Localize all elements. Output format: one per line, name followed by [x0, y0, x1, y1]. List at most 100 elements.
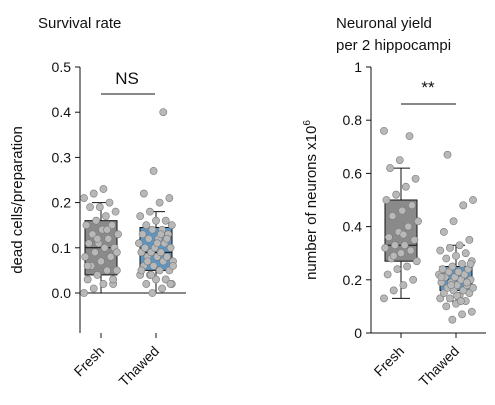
data-point	[86, 203, 94, 212]
y-tick-label: 0.6	[343, 165, 363, 181]
y-tick-label: 0	[354, 325, 362, 341]
chart-title-line-2: per 2 hippocampi	[336, 37, 451, 54]
data-point	[442, 254, 451, 263]
data-point	[143, 257, 152, 266]
data-point	[149, 261, 158, 270]
data-point	[165, 194, 174, 202]
data-point	[152, 216, 160, 225]
data-point	[84, 239, 93, 248]
significance-label: **	[421, 78, 435, 97]
data-point	[459, 286, 468, 295]
data-point	[81, 252, 90, 261]
data-point	[166, 243, 175, 252]
chart-title-line-1: Neuronal yield	[336, 15, 432, 32]
data-point	[142, 221, 151, 230]
data-point	[155, 198, 164, 207]
data-point	[142, 280, 151, 288]
data-point	[404, 222, 413, 231]
data-point	[101, 212, 110, 221]
data-point	[108, 221, 116, 230]
y-tick-label: 0.5	[52, 59, 72, 75]
data-point	[461, 249, 470, 258]
data-point	[156, 230, 165, 239]
data-point	[92, 216, 101, 225]
data-point	[449, 217, 458, 226]
data-point	[405, 132, 414, 141]
data-point	[466, 259, 475, 268]
data-point	[89, 189, 98, 198]
data-point	[436, 294, 445, 303]
data-point	[104, 234, 113, 243]
data-point	[450, 273, 459, 282]
data-point	[100, 243, 109, 252]
data-point	[467, 307, 476, 316]
data-point	[399, 281, 408, 290]
data-point	[456, 297, 465, 305]
data-point	[397, 249, 405, 258]
data-point	[386, 164, 394, 172]
data-point	[410, 235, 419, 244]
data-point	[380, 126, 388, 135]
data-point	[391, 241, 399, 250]
data-point	[380, 294, 388, 303]
data-point	[448, 315, 457, 324]
y-axis-label: number of neurons x106	[302, 120, 320, 280]
data-point	[136, 212, 145, 221]
data-point	[458, 310, 466, 319]
data-point	[147, 271, 156, 279]
data-point	[80, 289, 88, 297]
y-tick-label: 1	[354, 59, 362, 75]
data-point	[149, 167, 158, 175]
data-point	[439, 289, 448, 297]
data-point	[163, 252, 171, 261]
data-point	[144, 234, 153, 243]
data-point	[89, 284, 98, 293]
data-point	[148, 225, 157, 234]
survival-rate-panel: Survival rate dead cells/preparation NS …	[9, 15, 186, 389]
data-point	[83, 261, 92, 270]
data-point	[161, 216, 170, 225]
data-point	[469, 196, 477, 204]
data-point	[159, 108, 168, 117]
data-point	[392, 190, 401, 199]
data-point	[412, 257, 421, 266]
y-axis-label: dead cells/preparation	[9, 126, 26, 274]
data-point	[103, 225, 111, 234]
data-point	[442, 302, 451, 311]
data-point	[409, 275, 418, 284]
data-point	[114, 230, 122, 239]
data-point	[383, 270, 392, 279]
y-tick-label: 0.2	[343, 272, 363, 288]
data-point	[148, 289, 157, 297]
data-point	[155, 266, 164, 275]
significance-label: NS	[115, 69, 139, 88]
data-point	[83, 275, 92, 284]
data-point	[169, 261, 177, 270]
data-point	[389, 286, 398, 295]
data-point	[156, 248, 165, 257]
data-point	[88, 230, 97, 239]
data-point	[137, 266, 146, 275]
data-point	[455, 241, 464, 250]
x-tick-label: Thawed	[116, 343, 163, 390]
data-point	[80, 194, 88, 202]
data-point	[138, 230, 147, 239]
data-point	[105, 198, 114, 207]
data-point	[437, 273, 446, 282]
data-point	[389, 251, 398, 260]
data-point	[443, 150, 452, 159]
data-point	[406, 246, 415, 255]
data-point	[82, 221, 91, 230]
data-point	[163, 234, 171, 243]
y-tick-label: 0.8	[343, 112, 363, 128]
data-point	[112, 248, 121, 257]
data-point	[414, 217, 422, 226]
data-point	[135, 239, 143, 248]
data-point	[401, 182, 410, 191]
neuronal-yield-panel: Neuronal yield per 2 hippocampi number o…	[302, 15, 486, 389]
data-point	[452, 251, 460, 260]
data-point	[411, 174, 420, 183]
data-point	[384, 233, 393, 242]
data-point	[459, 201, 468, 210]
data-point	[111, 207, 120, 216]
